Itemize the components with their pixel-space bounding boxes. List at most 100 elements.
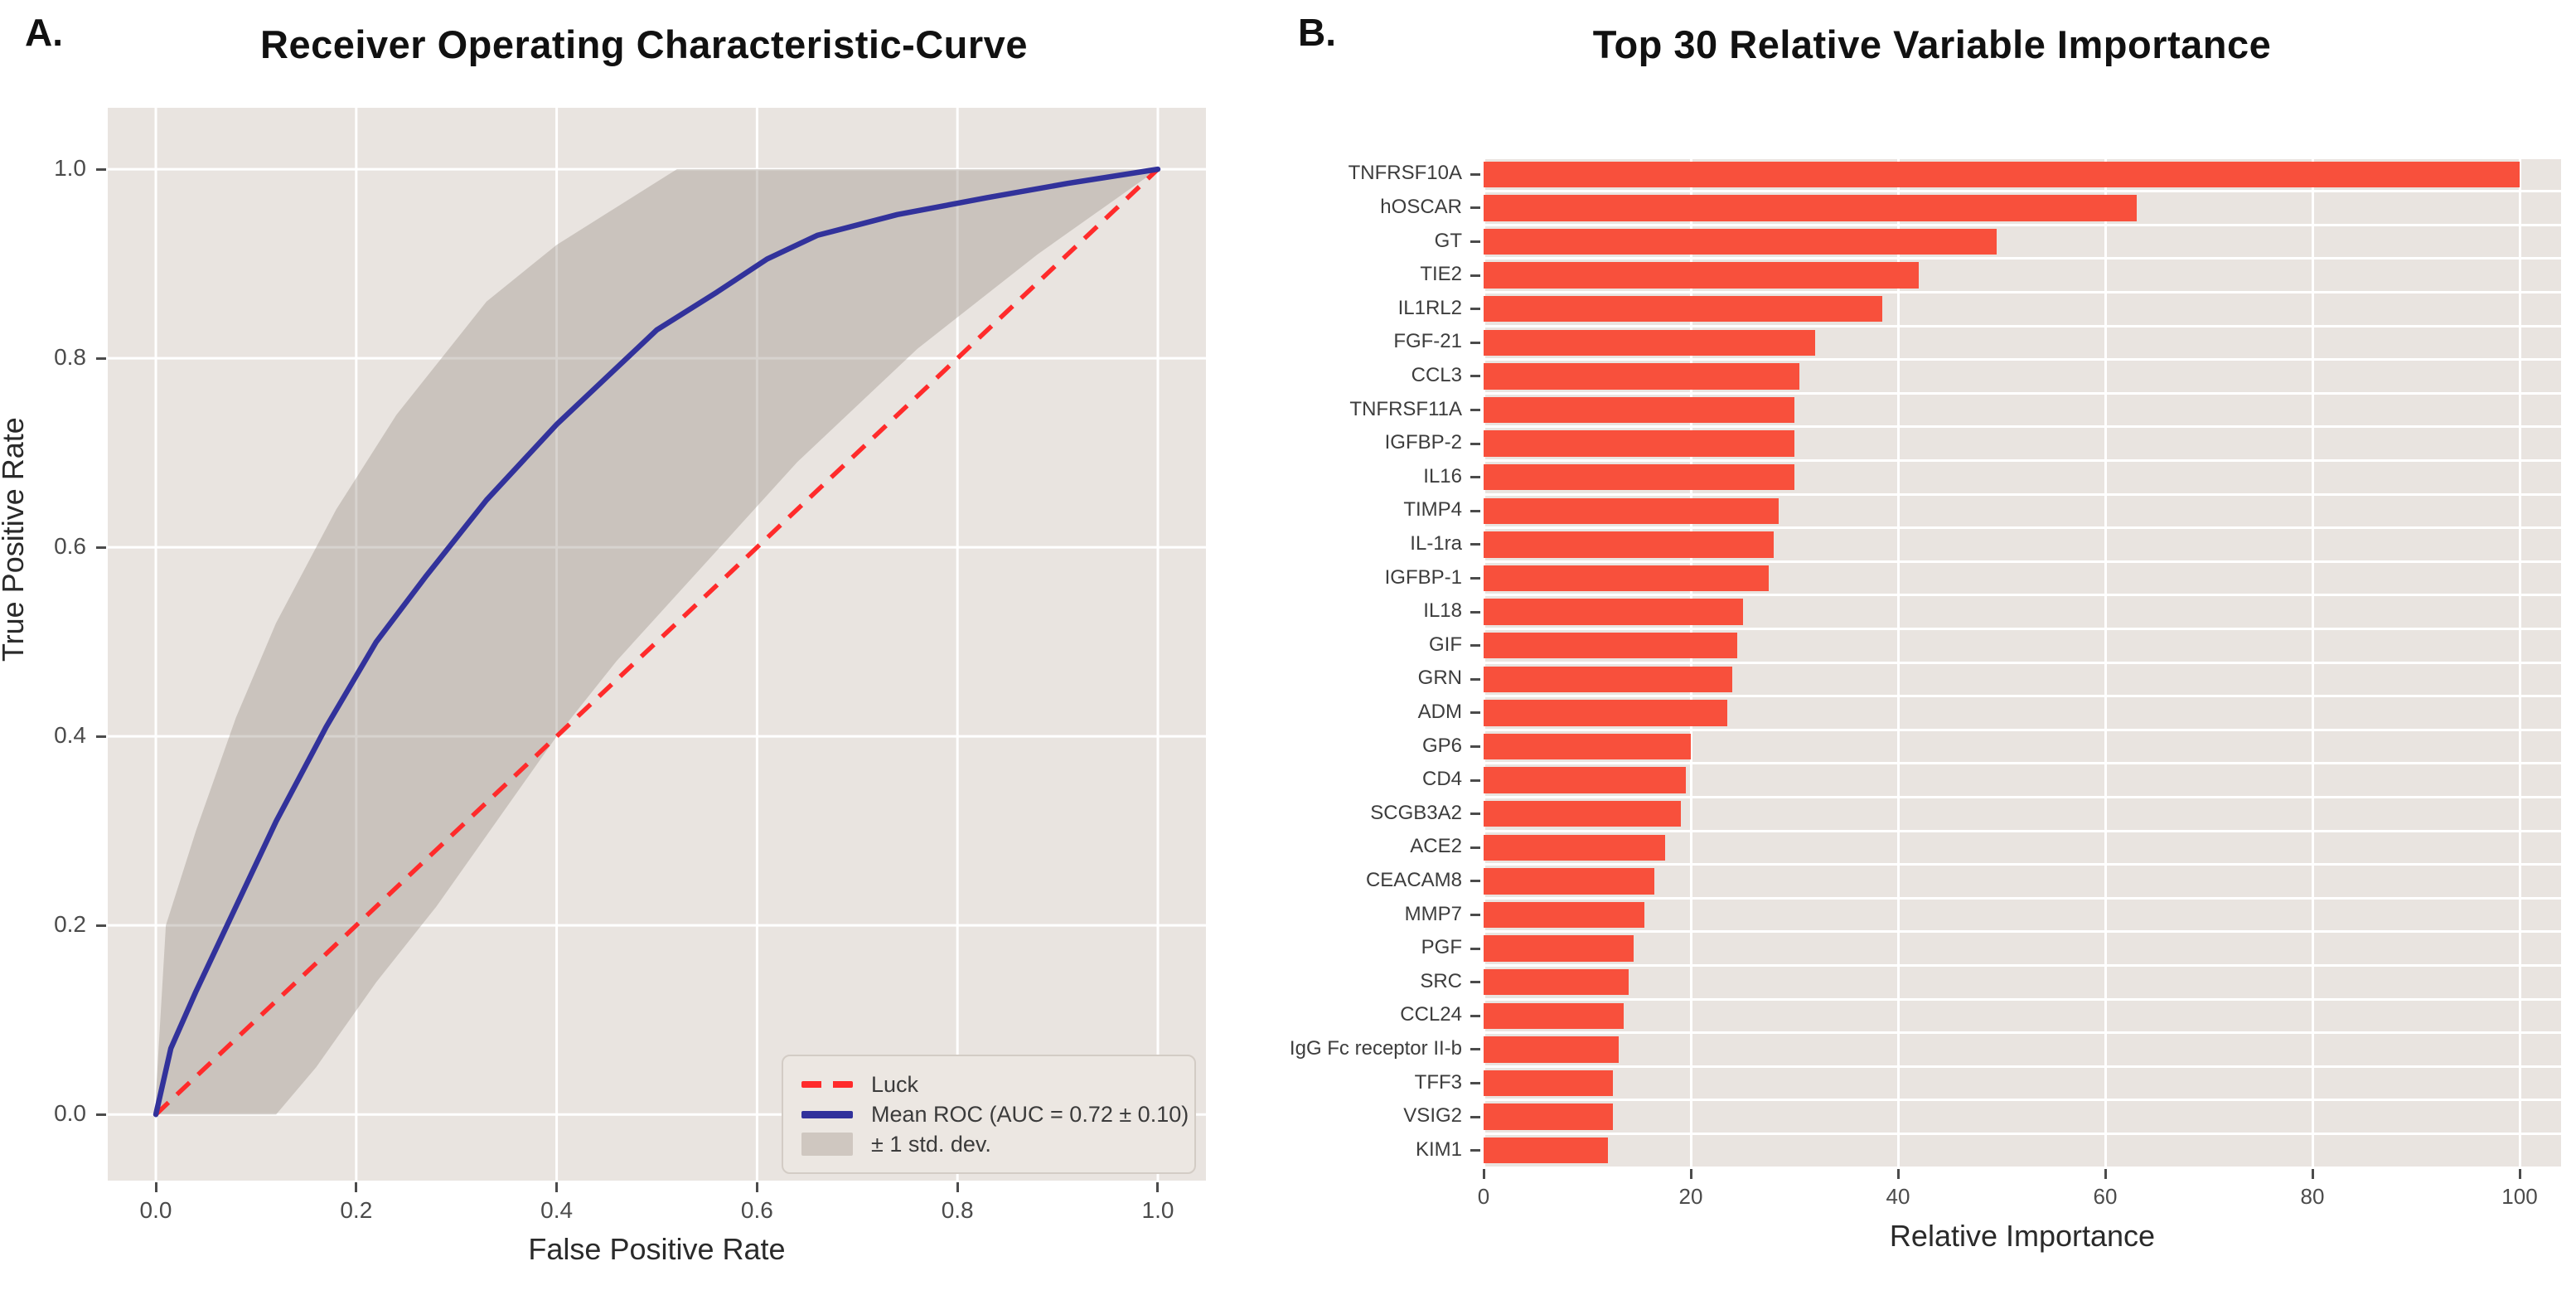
x-tick-mark xyxy=(1482,1169,1485,1179)
h-gridline xyxy=(1484,358,2561,361)
category-label: TNFRSF11A xyxy=(1349,397,1462,420)
category-tick-mark xyxy=(1470,1115,1480,1118)
importance-bar-mmp7 xyxy=(1484,901,1644,929)
h-gridline xyxy=(1484,156,2561,159)
h-gridline xyxy=(1484,391,2561,395)
category-label: SCGB3A2 xyxy=(1370,801,1462,824)
importance-plot-area xyxy=(1482,156,2561,1169)
h-gridline xyxy=(1484,290,2561,293)
y-tick-label: 0.6 xyxy=(54,533,86,560)
panel-b: B. Top 30 Relative Variable Importance R… xyxy=(1288,0,2576,1300)
h-gridline xyxy=(1484,963,2561,967)
category-tick-mark xyxy=(1470,509,1480,512)
legend-item-std-dev: ± 1 std. dev. xyxy=(801,1129,1176,1159)
category-label: GT xyxy=(1434,229,1462,252)
category-tick-mark xyxy=(1470,947,1480,950)
category-tick-mark xyxy=(1470,1082,1480,1084)
category-tick-mark xyxy=(1470,206,1480,210)
h-gridline xyxy=(1484,324,2561,327)
importance-bar-il16 xyxy=(1484,463,1794,491)
category-tick-mark xyxy=(1470,476,1480,479)
category-label: SRC xyxy=(1420,969,1462,992)
category-tick-mark xyxy=(1470,1014,1480,1017)
y-tick-mark xyxy=(96,924,106,927)
category-tick-mark xyxy=(1470,914,1480,916)
mean-roc-line-swatch xyxy=(801,1110,853,1118)
category-tick-mark xyxy=(1470,981,1480,984)
legend-label-std-dev: ± 1 std. dev. xyxy=(871,1131,991,1157)
category-tick-mark xyxy=(1470,274,1480,277)
h-gridline xyxy=(1484,257,2561,260)
importance-bar-hoscar xyxy=(1484,195,2137,221)
importance-bar-pgf xyxy=(1484,935,1634,962)
category-label: IL16 xyxy=(1423,464,1462,488)
y-tick-mark xyxy=(96,167,106,171)
legend-label-luck: Luck xyxy=(871,1071,919,1097)
category-tick-mark xyxy=(1470,610,1480,614)
importance-bar-tie2 xyxy=(1484,262,1919,289)
h-gridline xyxy=(1484,492,2561,496)
category-tick-mark xyxy=(1470,577,1480,580)
y-tick-mark xyxy=(96,735,106,738)
h-gridline xyxy=(1484,762,2561,765)
importance-bar-ace2 xyxy=(1484,834,1665,861)
category-label: CCL3 xyxy=(1411,363,1462,386)
importance-bar-igfbp-2 xyxy=(1484,430,1794,457)
h-gridline xyxy=(1484,560,2561,563)
h-gridline xyxy=(1484,190,2561,193)
category-label: TIE2 xyxy=(1420,263,1462,286)
x-tick-label: 100 xyxy=(2501,1184,2538,1209)
importance-bar-kim1 xyxy=(1484,1137,1608,1164)
std-dev-patch-swatch xyxy=(801,1133,853,1156)
panel-b-label: B. xyxy=(1298,11,1336,54)
h-gridline xyxy=(1484,829,2561,832)
x-tick-label: 0.6 xyxy=(740,1197,773,1223)
importance-bar-ccl24 xyxy=(1484,1002,1624,1030)
category-tick-mark xyxy=(1470,375,1480,378)
luck-dashed-line-swatch xyxy=(801,1081,853,1088)
category-tick-mark xyxy=(1470,341,1480,344)
h-gridline xyxy=(1484,661,2561,664)
importance-bar-gp6 xyxy=(1484,733,1691,760)
category-tick-mark xyxy=(1470,1149,1480,1152)
importance-bar-timp4 xyxy=(1484,497,1779,525)
h-gridline xyxy=(1484,526,2561,530)
x-tick-mark xyxy=(1689,1169,1692,1179)
y-tick-mark xyxy=(96,357,106,360)
category-label: IGFBP-2 xyxy=(1384,431,1462,454)
roc-plot-area: Luck Mean ROC (AUC = 0.72 ± 0.10) ± 1 st… xyxy=(108,108,1206,1181)
importance-bar-adm xyxy=(1484,700,1727,726)
h-gridline xyxy=(1484,1031,2561,1035)
x-tick-mark xyxy=(355,1182,358,1192)
category-label: TNFRSF10A xyxy=(1348,162,1462,185)
importance-bar-tnfrsf11a xyxy=(1484,396,1794,424)
category-tick-mark xyxy=(1470,711,1480,715)
category-tick-mark xyxy=(1470,240,1480,243)
h-gridline xyxy=(1484,458,2561,462)
importance-bar-fgf-21 xyxy=(1484,329,1815,357)
x-tick-label: 40 xyxy=(1886,1184,1910,1209)
h-gridline xyxy=(1484,1099,2561,1102)
x-tick-label: 0.0 xyxy=(139,1197,172,1223)
h-gridline xyxy=(1484,223,2561,226)
y-tick-label: 0.2 xyxy=(54,911,86,938)
category-label: PGF xyxy=(1421,936,1462,959)
category-label: IL1RL2 xyxy=(1397,296,1462,319)
x-tick-mark xyxy=(555,1182,559,1192)
roc-legend: Luck Mean ROC (AUC = 0.72 ± 0.10) ± 1 st… xyxy=(782,1055,1196,1174)
h-gridline xyxy=(1484,627,2561,630)
category-label: CCL24 xyxy=(1400,1003,1462,1026)
h-gridline xyxy=(1484,795,2561,798)
category-tick-mark xyxy=(1470,677,1480,681)
category-label: GP6 xyxy=(1421,734,1462,757)
importance-bar-igg-fc-receptor-ii-b xyxy=(1484,1036,1619,1063)
category-tick-mark xyxy=(1470,644,1480,648)
legend-item-luck: Luck xyxy=(801,1070,1176,1099)
h-gridline xyxy=(1484,728,2561,731)
category-tick-mark xyxy=(1470,172,1480,176)
h-gridline xyxy=(1484,863,2561,866)
importance-bar-vsig2 xyxy=(1484,1104,1614,1130)
category-label: ADM xyxy=(1417,700,1462,723)
panel-a-title: Receiver Operating Characteristic-Curve xyxy=(260,22,1028,66)
std-dev-band xyxy=(156,169,1158,1115)
